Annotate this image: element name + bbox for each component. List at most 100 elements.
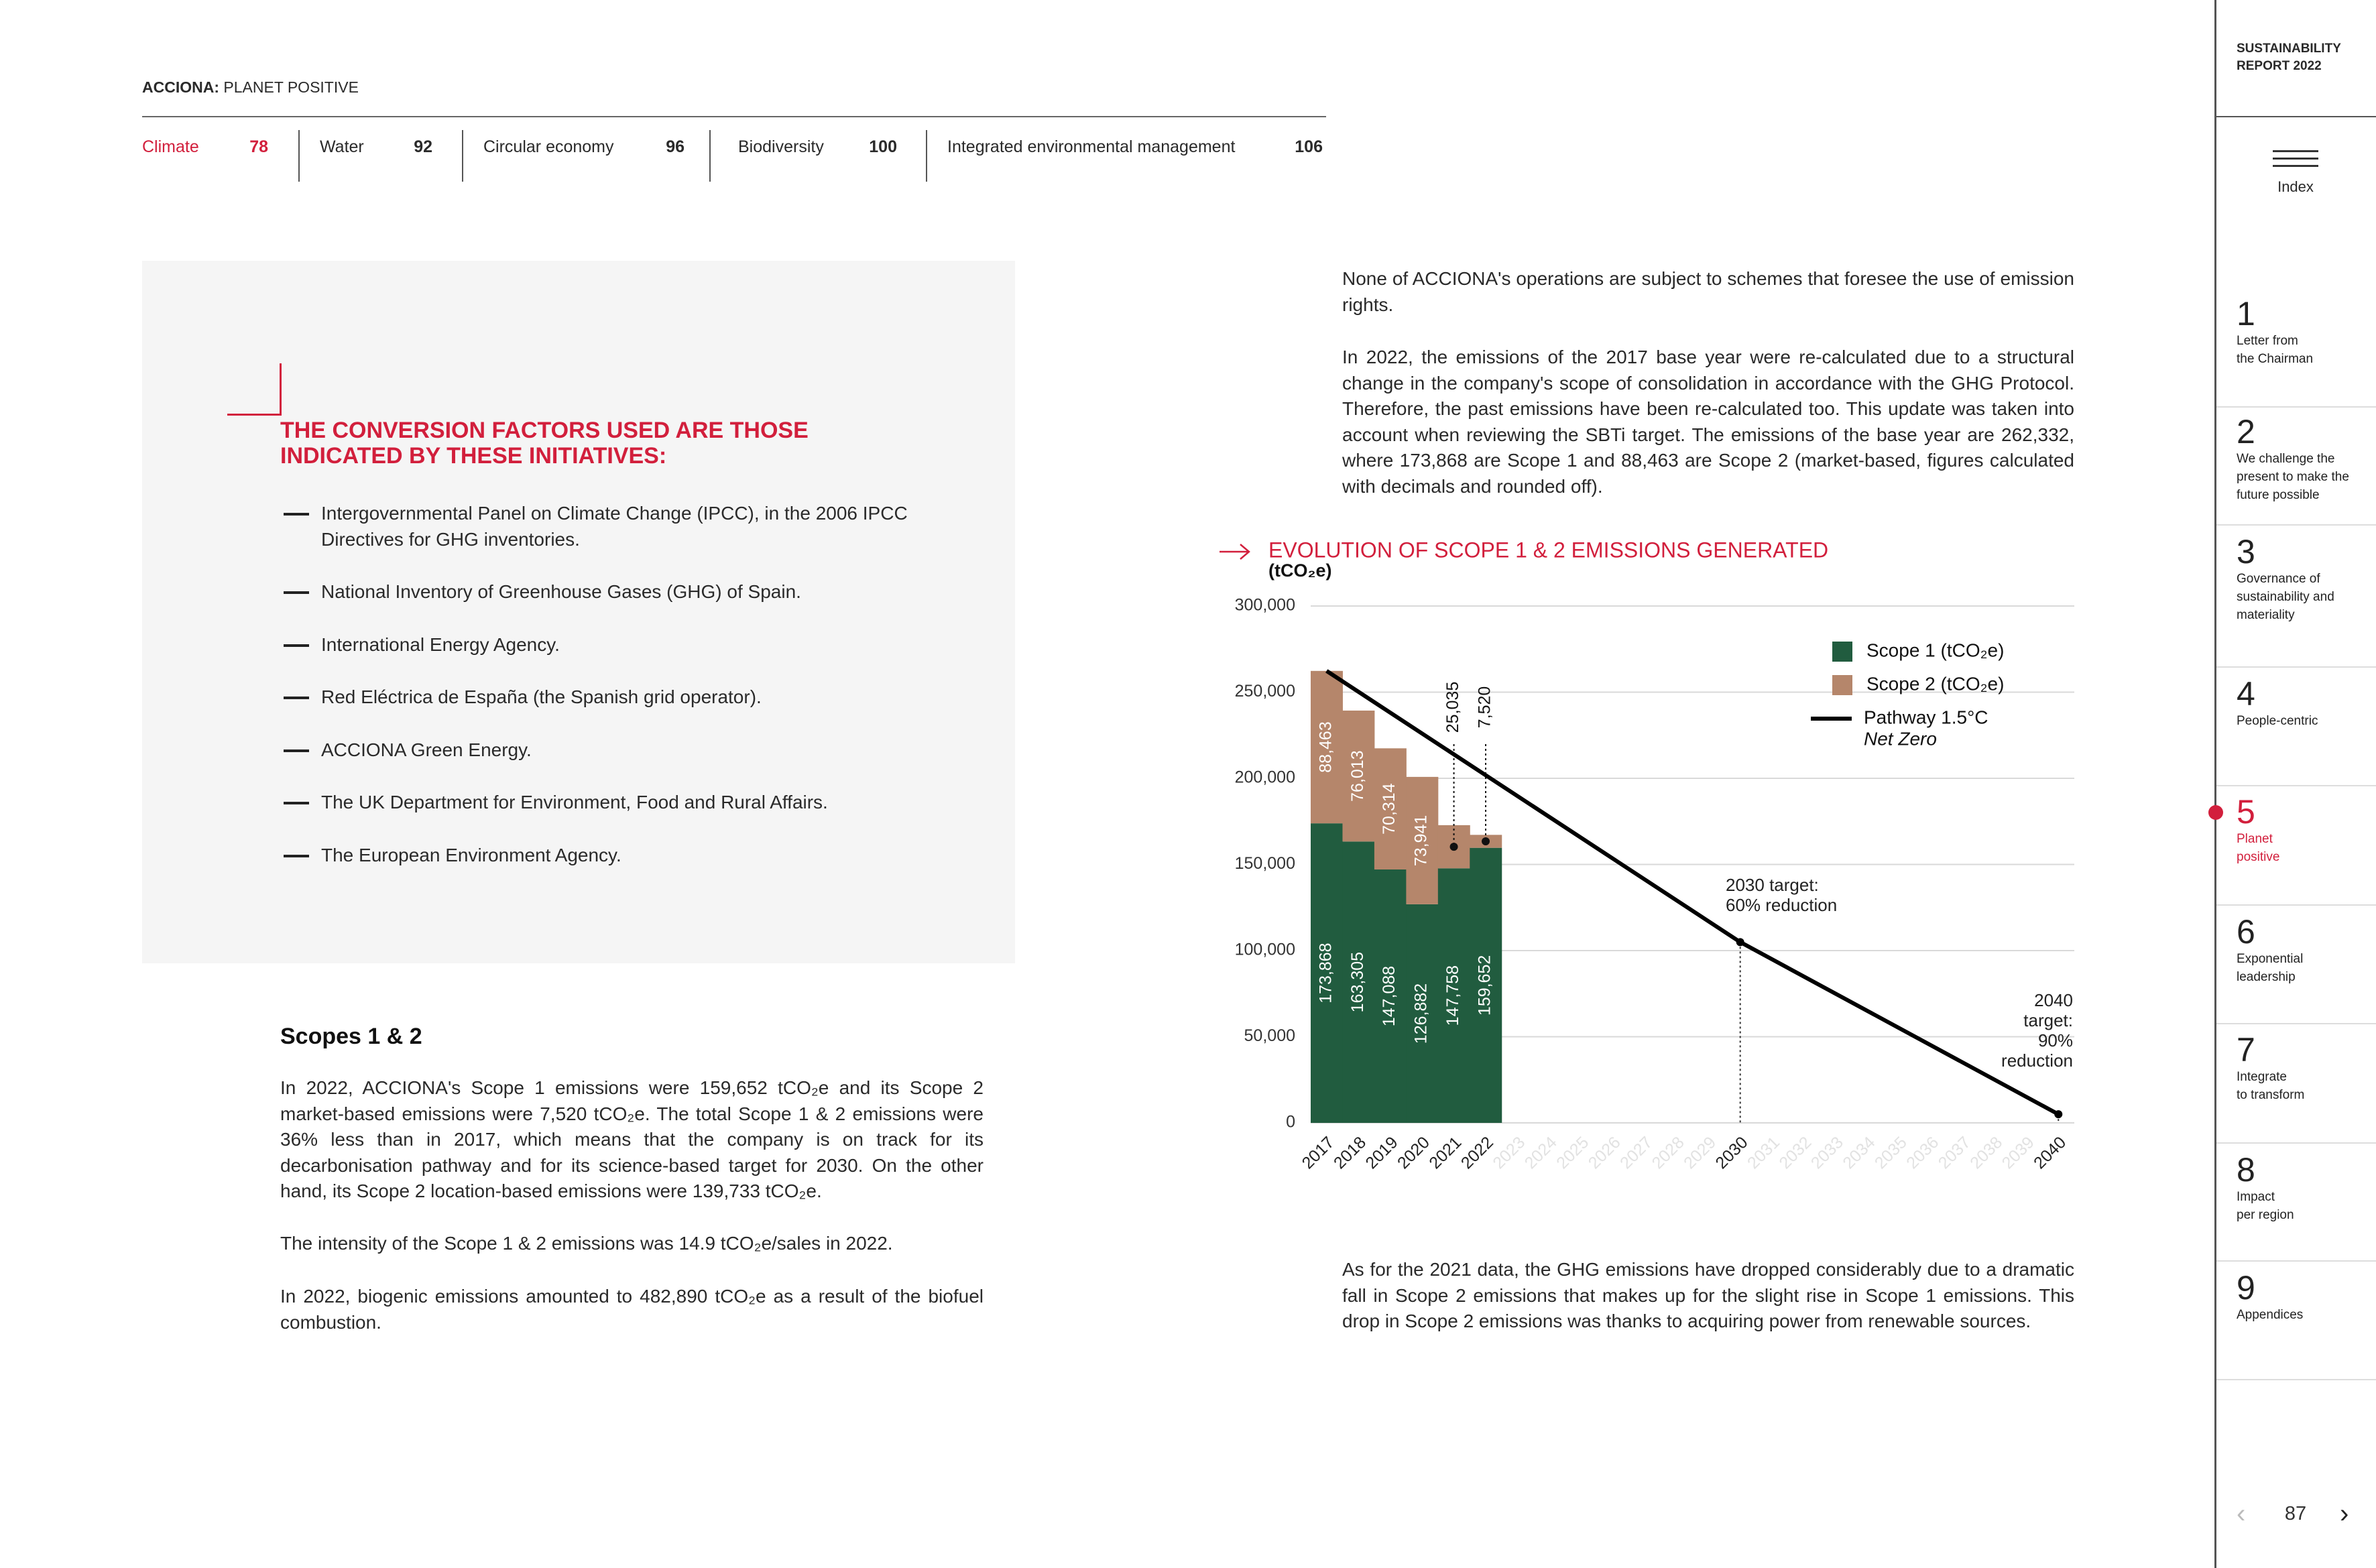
x-tick-label: 2039 [1999,1133,2038,1172]
tab-label[interactable]: Integrated environmental management [947,137,1236,156]
chapter-label: Appendices [2237,1308,2304,1322]
annotation: 2030 target: [1726,875,1819,895]
chapter[interactable]: 6 Exponential leadership [2237,914,2371,986]
chapter[interactable]: 2 We challenge the present to make the futu… [2237,414,2371,504]
tab-page[interactable]: 96 [666,137,685,156]
value-label: 7,520 [1476,686,1494,729]
annotation: 60% reduction [1726,895,1837,915]
tab-label[interactable]: Circular economy [483,137,614,156]
menu-bar [2273,150,2318,152]
box-list: Intergovernmental Panel on Climate Chang… [280,501,925,895]
target-point [1736,938,1744,947]
sidebar-rule [2214,0,2216,1568]
x-tick-label: 2028 [1649,1133,1688,1172]
tab-page[interactable]: 78 [249,137,268,156]
x-tick-label: 2035 [1871,1133,1911,1172]
info-box: THE CONVERSION FACTORS USED ARE THOSE IND… [142,261,1015,963]
chapter-label: Planet [2237,832,2273,846]
tab-page[interactable]: 106 [1295,137,1323,156]
x-tick-label: 2018 [1330,1133,1370,1172]
annotation: 90% [2038,1030,2073,1050]
legend-swatch [1832,642,1852,662]
pathway-line [1325,669,2060,1116]
chapter-label: to transform [2237,1088,2305,1102]
x-tick-label: 2034 [1839,1133,1879,1172]
tab-label[interactable]: Climate [142,137,199,156]
chapter-separator [2216,666,2376,668]
item-text: The European Environment Agency. [321,844,621,865]
bar-segment [1342,710,1375,842]
bar-segment [1342,841,1375,1123]
chapter[interactable]: 4 People-centric [2237,676,2371,730]
chapter-number: 2 [2237,413,2255,450]
chapter-separator [2216,1260,2376,1262]
index-button[interactable] [2273,150,2318,167]
y-tick-label: 300,000 [1235,596,1295,615]
paragraph: As for the 2021 data, the GHG emissions … [1342,1259,2074,1331]
tab-label[interactable]: Biodiversity [738,137,824,156]
tab-separator [298,130,300,182]
menu-bar [2273,158,2318,160]
list-item: International Energy Agency. [280,632,925,658]
y-tick-label: 150,000 [1235,854,1295,873]
bar-segment [1374,748,1407,869]
index-label[interactable]: Index [2277,178,2314,195]
dash [284,749,309,752]
chapter-number: 8 [2237,1151,2255,1189]
chapter-label: Impact [2237,1190,2275,1204]
chapter-label: positive [2237,850,2280,864]
bar-segment [1311,823,1343,1123]
chapter-number: 9 [2237,1269,2255,1307]
chapter[interactable]: 5 Planet positive [2237,794,2371,866]
y-tick-label: 0 [1286,1113,1295,1132]
header-rule [142,116,1326,117]
brand: ACCIONA: [142,78,219,96]
tab-page[interactable]: 100 [869,137,897,156]
x-tick-label: 2037 [1935,1133,1974,1172]
x-tick-label: 2031 [1744,1133,1783,1172]
chapter-label: future possible [2237,488,2320,502]
x-tick-label: 2040 [2030,1133,2070,1172]
chapter[interactable]: 1 Letter from the Chairman [2237,296,2371,368]
chapter-label: sustainability and [2237,590,2334,604]
value-label: 147,758 [1443,965,1462,1026]
item-text: Intergovernmental Panel on Climate Chang… [321,503,908,550]
bar-segment [1406,776,1439,904]
tab-page[interactable]: 92 [414,137,432,156]
value-label: 163,305 [1348,952,1367,1012]
dash [284,854,309,857]
chapter-label: People-centric [2237,714,2318,728]
paragraph: The intensity of the Scope 1 & 2 emissio… [280,1233,893,1254]
chapter[interactable]: 3 Governance of sustainability and material… [2237,534,2371,624]
y-tick-label: 200,000 [1235,768,1295,787]
chapter[interactable]: 9 Appendices [2237,1270,2371,1324]
legend-label: Scope 1 (tCO₂e) [1866,640,2004,660]
chapter-separator [2216,904,2376,906]
chapter-separator [2216,1142,2376,1144]
item-text: Red Eléctrica de España (the Spanish gri… [321,686,762,707]
bar-segment [1406,904,1439,1123]
legend-note: Net Zero [1864,728,1937,749]
bar-segment [1311,670,1343,824]
heading-line: THE CONVERSION FACTORS USED ARE THOSE [280,418,809,443]
value-label: 159,652 [1476,955,1494,1016]
y-tick-label: 100,000 [1235,941,1295,959]
chapter-label: present to make the [2237,470,2349,484]
dash [284,802,309,804]
next-arrow[interactable]: › [2340,1499,2349,1528]
x-tick-label: 2027 [1616,1133,1656,1172]
chapter-number: 5 [2237,793,2255,831]
value-label: 147,088 [1380,966,1399,1026]
chapter-label: We challenge the [2237,452,2335,466]
tab-label[interactable]: Water [320,137,364,156]
chapter[interactable]: 7 Integrate to transform [2237,1032,2371,1104]
prev-arrow[interactable]: ‹ [2237,1499,2246,1528]
bar-segment [1374,869,1407,1123]
bar-segment [1437,868,1470,1123]
chapter[interactable]: 8 Impact per region [2237,1152,2371,1224]
tab-separator [926,130,927,182]
list-item: The European Environment Agency. [280,843,925,869]
heading-line: INDICATED BY THESE INITIATIVES: [280,443,667,469]
x-tick-label: 2024 [1521,1133,1561,1172]
title-arrow [1220,544,1250,560]
